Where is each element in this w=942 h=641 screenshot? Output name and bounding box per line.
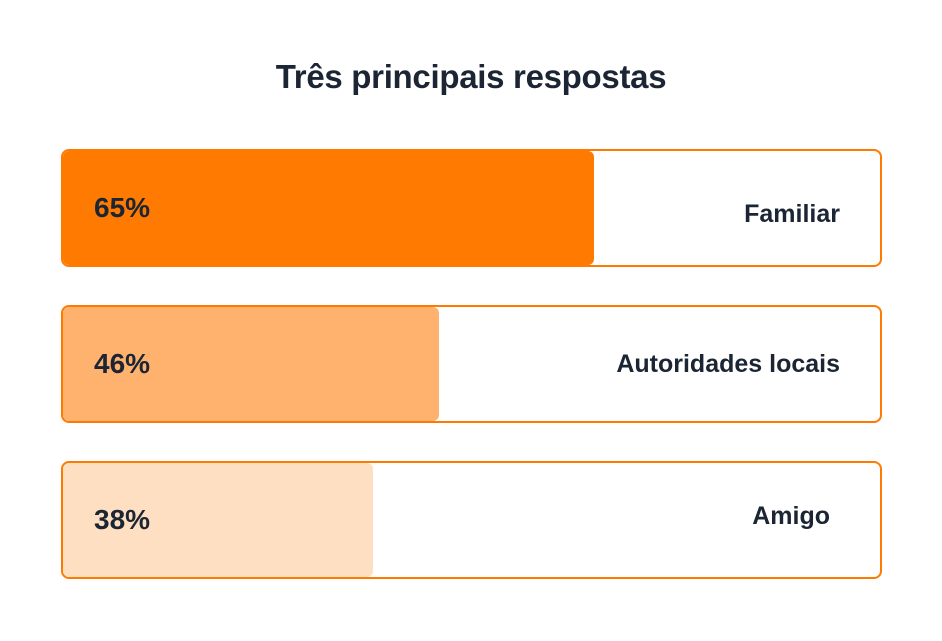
category-label-amigo: Amigo xyxy=(752,501,830,530)
bar-row-amigo: 38% Amigo xyxy=(61,461,882,579)
bar-row-familiar: 65% Familiar xyxy=(61,149,882,267)
value-label-familiar: 65% xyxy=(94,192,151,223)
bar-fill-autoridades-locais xyxy=(63,307,439,421)
chart-title: Três principais respostas xyxy=(275,58,667,95)
bar-fill-amigo xyxy=(63,463,373,577)
category-label-familiar: Familiar xyxy=(744,199,840,228)
category-label-autoridades-locais: Autoridades locais xyxy=(616,349,840,378)
value-label-autoridades-locais: 46% xyxy=(94,348,151,379)
value-label-amigo: 38% xyxy=(94,504,151,535)
bar-fill-familiar xyxy=(63,151,594,265)
bar-row-autoridades-locais: 46% Autoridades locais xyxy=(61,305,882,423)
